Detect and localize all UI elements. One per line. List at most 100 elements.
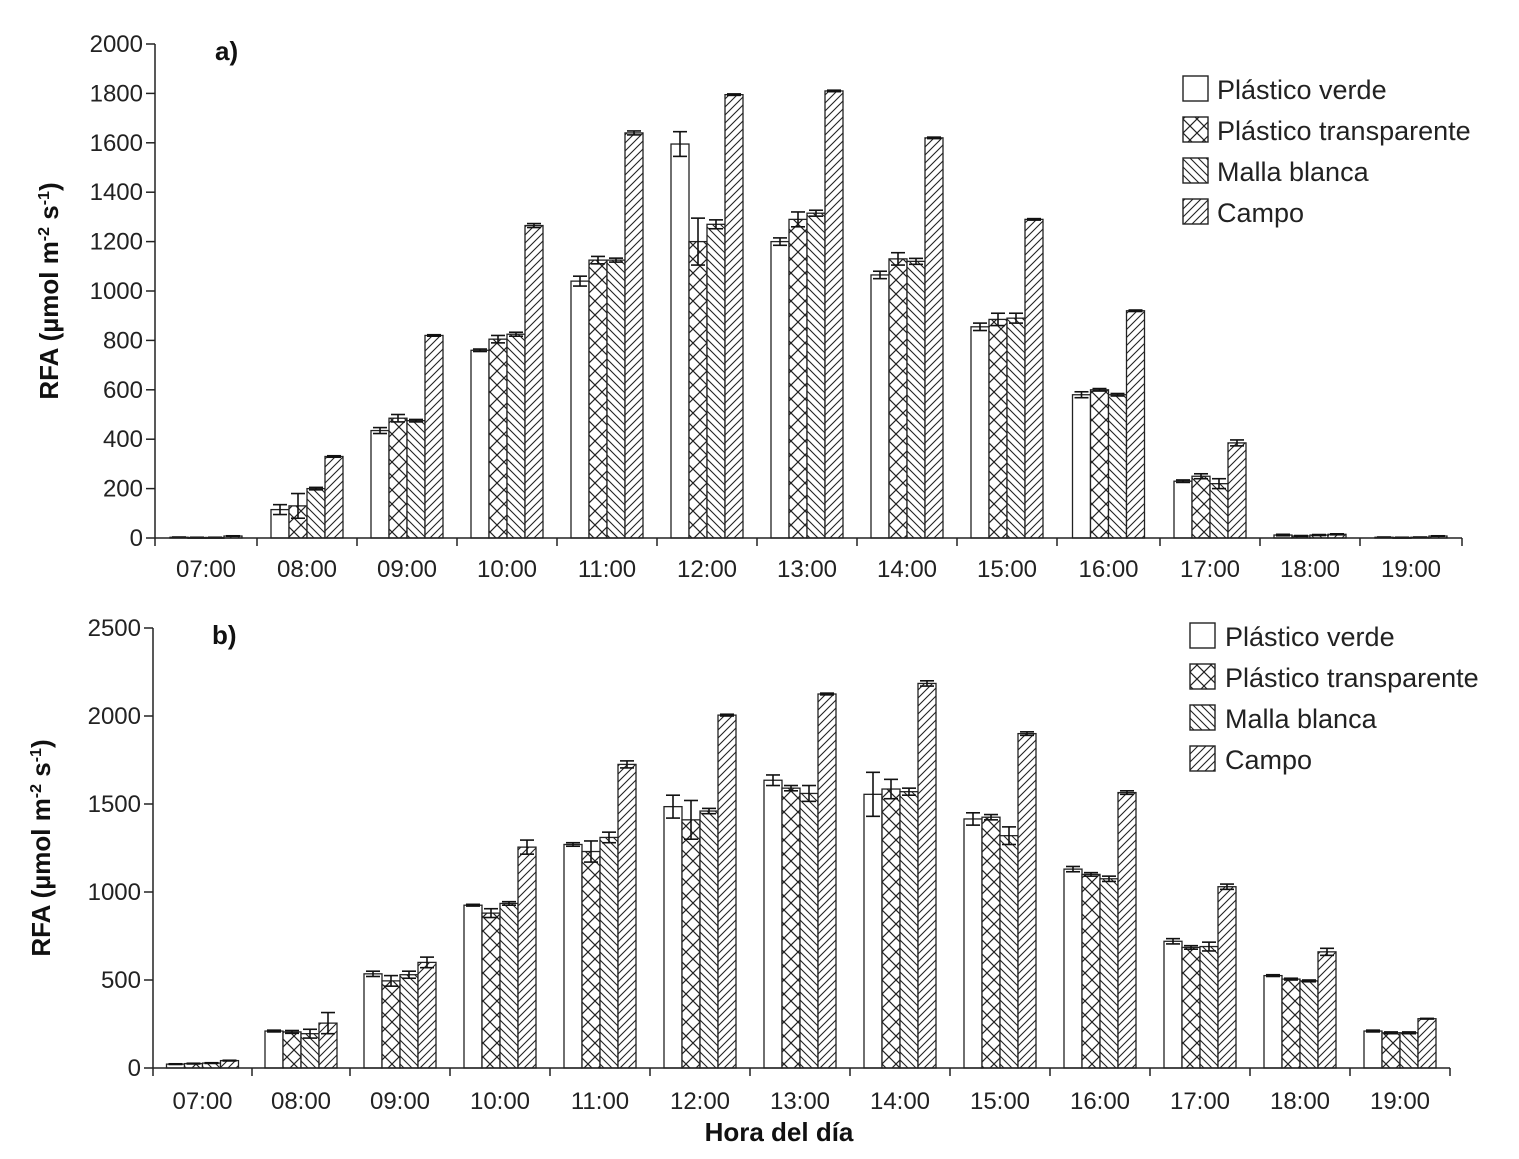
panel-a-legend-label: Malla blanca <box>1217 157 1370 187</box>
panel-a-x-tick-label: 19:00 <box>1381 556 1441 583</box>
panel-b-x-tick-label: 14:00 <box>870 1088 930 1115</box>
panel-b-errorbar-1600-s3 <box>1120 789 1134 796</box>
panel-a-errorbar-0800-s0 <box>273 503 287 516</box>
panel-b-errorbar-0700-s2 <box>204 1061 219 1065</box>
panel-b-errorbar-0800-s3 <box>321 1011 335 1035</box>
panel-b-bar-1000-s2 <box>499 902 519 1069</box>
panel-b-legend-swatch <box>1189 745 1216 772</box>
panel-b-errorbar-1800-s2 <box>1302 979 1316 983</box>
x-axis-title: Hora del día <box>705 1117 854 1147</box>
panel-a-legend-swatch <box>1182 157 1209 184</box>
panel-b-bar-1900-s3 <box>1417 1018 1437 1069</box>
panel-b-bar-1100-s2 <box>599 836 619 1069</box>
panel-a-bar-1200-s1 <box>688 240 708 539</box>
panel-b-bar-0900-s0 <box>363 973 383 1069</box>
panel-b-bar-0900-s2 <box>399 974 419 1069</box>
panel-b-bar-1200-s3 <box>717 714 737 1069</box>
panel-a-bar-1600-s1 <box>1089 389 1110 539</box>
panel-b-panel-label: b) <box>212 620 237 650</box>
panel-b-errorbar-1700-s1 <box>1184 944 1198 951</box>
panel-b-errorbar-1700-s3 <box>1220 883 1234 891</box>
panel-b-x-tick-label: 12:00 <box>670 1088 730 1115</box>
panel-a-legend-swatch <box>1182 75 1209 102</box>
panel-a-x-tick-label: 08:00 <box>277 556 337 583</box>
panel-a-errorbar-0900-s1 <box>391 413 405 423</box>
panel-b-errorbar-0800-s2 <box>303 1028 317 1039</box>
panel-a-bar-0900-s0 <box>370 429 390 539</box>
panel-b-bar-0900-s3 <box>417 961 437 1069</box>
panel-a-errorbar-0800-s2 <box>309 486 323 491</box>
panel-b-errorbar-0700-s1 <box>186 1062 201 1065</box>
panel-b-errorbar-1000-s3 <box>520 839 534 855</box>
panel-a-bar-1200-s3 <box>724 93 744 539</box>
panel-a-errorbar-1600-s3 <box>1128 309 1143 313</box>
panel-a-y-tick-label: 1800 <box>90 80 143 107</box>
panel-a-errorbar-1600-s1 <box>1092 387 1107 392</box>
panel-b-errorbar-1300-s0 <box>766 774 780 787</box>
panel-a-errorbar-0800-s3 <box>327 454 341 459</box>
panel-b-errorbar-0700-s3 <box>222 1059 237 1062</box>
panel-a-x-tick-label: 14:00 <box>877 556 937 583</box>
panel-a-errorbar-1800-s1 <box>1294 534 1308 538</box>
panel-a-bar-1600-s2 <box>1107 394 1128 539</box>
panel-b-x-tick-label: 15:00 <box>970 1088 1030 1115</box>
panel-a-bar-1700-s1 <box>1191 475 1211 539</box>
panel-a-bar-1200-s2 <box>706 223 726 539</box>
panel-b-bar-1000-s3 <box>517 846 537 1069</box>
panel-b-legend-label: Plástico verde <box>1225 622 1395 652</box>
panel-b-x-tick-label: 17:00 <box>1170 1088 1230 1115</box>
panel-a-y-tick-label: 1400 <box>90 179 143 206</box>
panel-b-errorbar-1500-s1 <box>984 813 998 821</box>
panel-b-errorbar-1500-s3 <box>1020 731 1034 737</box>
panel-b-bar-1000-s1 <box>481 912 501 1069</box>
panel-a-errorbar-0900-s3 <box>427 333 441 338</box>
panel-b-bar-1700-s0 <box>1163 940 1183 1069</box>
panel-b-errorbar-1400-s0 <box>866 771 880 818</box>
panel-b-legend-label: Campo <box>1225 745 1312 775</box>
panel-a-errorbar-1400-s3 <box>927 136 941 140</box>
panel-a-errorbar-1100-s1 <box>591 255 605 265</box>
panel-a-bar-0800-s3 <box>324 455 344 539</box>
panel-a-y-tick-label: 400 <box>103 426 143 453</box>
panel-b-bar-1200-s1 <box>681 819 701 1069</box>
panel-a-errorbar-1000-s1 <box>491 334 505 344</box>
panel-b-x-tick-label: 08:00 <box>271 1088 331 1115</box>
panel-b-bar-0900-s1 <box>381 980 401 1069</box>
panel-b-bar-1600-s2 <box>1099 878 1119 1069</box>
panel-a-bar-1100-s1 <box>588 259 608 539</box>
panel-a-x-tick-label: 18:00 <box>1280 556 1340 583</box>
panel-a-errorbar-1800-s2 <box>1312 533 1326 537</box>
panel-b-legend: Plástico verde Plástico transparente Malla… <box>1189 622 1479 775</box>
panel-a-errorbar-0900-s2 <box>409 418 423 423</box>
panel-b-errorbar-1200-s0 <box>666 794 680 819</box>
panel-b-errorbar-1600-s0 <box>1066 865 1080 873</box>
panel-a-x-tick-label: 09:00 <box>377 556 437 583</box>
panel-b-errorbar-1900-s1 <box>1384 1031 1398 1035</box>
panel-a-x-tick-label: 12:00 <box>677 556 737 583</box>
panel-b-errorbar-1500-s2 <box>1002 826 1016 846</box>
panel-a-y-tick-label: 800 <box>103 327 143 354</box>
panel-a-errorbar-1700-s2 <box>1212 477 1226 490</box>
panel-b-errorbar-1100-s2 <box>602 831 616 844</box>
panel-b-errorbar-1000-s1 <box>484 907 498 919</box>
panel-b-y-tick-label: 2000 <box>88 703 141 730</box>
panel-b-errorbar-0700-s0 <box>168 1062 183 1066</box>
panel-b-y-tick-label: 1000 <box>88 879 141 906</box>
panel-b-errorbar-0900-s1 <box>384 974 398 987</box>
panel-b-errorbar-1600-s1 <box>1084 871 1098 877</box>
panel-a-y-tick-label: 600 <box>103 377 143 404</box>
panel-b-bar-1600-s1 <box>1081 873 1101 1069</box>
panel-a-errorbar-1800-s3 <box>1330 533 1344 536</box>
panel-b-bar-1900-s2 <box>1399 1032 1419 1069</box>
panel-a-errorbar-1200-s2 <box>709 219 723 230</box>
panel-b-chart: 0 500 1000 1500 2000 2500 07:00 08:00 09:00 10:00… <box>26 615 1479 1115</box>
panel-a-bar-1400-s3 <box>924 137 944 539</box>
panel-b-errorbar-1600-s2 <box>1102 875 1116 883</box>
panel-a-errorbar-1400-s0 <box>873 270 887 280</box>
panel-a-bar-1600-s0 <box>1071 394 1092 539</box>
panel-b-errorbar-1400-s1 <box>884 778 898 800</box>
panel-a-x-tick-label: 10:00 <box>477 556 537 583</box>
panel-b-axes <box>152 628 1450 1069</box>
panel-a-errorbar-1700-s0 <box>1176 479 1190 484</box>
